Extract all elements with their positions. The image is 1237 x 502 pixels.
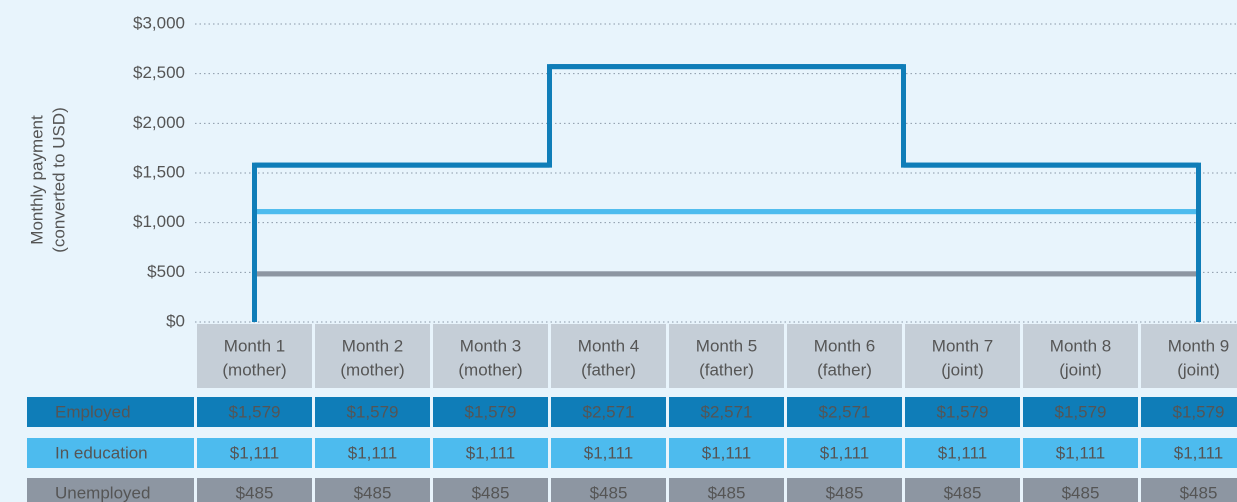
value-cell [1141,478,1237,502]
value-cell [433,478,548,502]
y-tick-label: $1,500 [133,162,185,181]
value-label: $1,111 [702,443,751,462]
value-cell [787,478,902,502]
value-cell [315,478,430,502]
value-label: $2,571 [819,402,871,421]
y-tick-label: $0 [166,311,185,330]
value-label: $1,111 [348,443,397,462]
value-label: $1,111 [1174,443,1223,462]
x-tick-label: Month 8 [1050,336,1111,355]
x-tick-sublabel: (joint) [1059,360,1102,379]
row-label-cell [27,397,194,427]
value-label: $1,111 [584,443,633,462]
category-cell [197,324,312,388]
value-label: $2,571 [701,402,753,421]
category-cell [905,324,1020,388]
value-label: $485 [590,483,628,502]
value-label: $485 [472,483,510,502]
row-label-cell [27,478,194,502]
category-cell [669,324,784,388]
value-label: $1,111 [1056,443,1105,462]
x-tick-sublabel: (father) [699,360,754,379]
value-label: $485 [236,483,274,502]
value-cell [551,397,666,427]
x-tick-label: Month 7 [932,336,993,355]
category-cell [1023,324,1138,388]
y-tick-label: $2,500 [133,63,185,82]
y-axis-title: Monthly payment [27,115,46,245]
x-tick-sublabel: (father) [817,360,872,379]
value-cell [669,397,784,427]
category-cell [787,324,902,388]
value-label: $1,111 [820,443,869,462]
value-cell [1141,438,1237,468]
x-tick-label: Month 9 [1168,336,1229,355]
value-cell [315,438,430,468]
value-cell [669,478,784,502]
value-cell [1023,478,1138,502]
value-label: $485 [1180,483,1218,502]
value-label: $1,111 [230,443,279,462]
value-cell [197,478,312,502]
value-cell [197,397,312,427]
value-cell [787,397,902,427]
category-cell [1141,324,1237,388]
x-tick-label: Month 6 [814,336,875,355]
value-cell [551,438,666,468]
value-label: $485 [826,483,864,502]
value-label: $1,579 [229,402,281,421]
x-tick-sublabel: (joint) [1177,360,1220,379]
value-cell [551,478,666,502]
value-label: $485 [354,483,392,502]
value-cell [669,438,784,468]
value-label: $1,579 [347,402,399,421]
value-cell [1141,397,1237,427]
legend-label: In education [55,443,148,462]
value-cell [905,438,1020,468]
x-tick-label: Month 1 [224,336,285,355]
category-cell [315,324,430,388]
value-cell [197,438,312,468]
value-label: $485 [944,483,982,502]
x-tick-sublabel: (mother) [340,360,404,379]
x-tick-label: Month 4 [578,336,639,355]
value-cell [433,438,548,468]
row-label-cell [27,438,194,468]
value-label: $1,111 [466,443,515,462]
value-cell [905,397,1020,427]
value-cell [1023,438,1138,468]
value-label: $1,579 [1173,402,1225,421]
value-label: $1,579 [465,402,517,421]
x-tick-sublabel: (mother) [458,360,522,379]
value-label: $1,579 [1055,402,1107,421]
category-cell [551,324,666,388]
x-tick-label: Month 5 [696,336,757,355]
value-cell [787,438,902,468]
x-tick-sublabel: (father) [581,360,636,379]
value-label: $485 [1062,483,1100,502]
x-tick-sublabel: (mother) [222,360,286,379]
value-cell [433,397,548,427]
value-cell [905,478,1020,502]
legend-label: Unemployed [55,483,150,502]
x-tick-sublabel: (joint) [941,360,984,379]
value-cell [315,397,430,427]
x-tick-label: Month 2 [342,336,403,355]
value-label: $2,571 [583,402,635,421]
y-axis-title: (converted to USD) [49,107,68,253]
y-tick-label: $500 [147,262,185,281]
value-label: $1,111 [938,443,987,462]
category-cell [433,324,548,388]
legend-label: Employed [55,402,131,421]
value-label: $485 [708,483,746,502]
value-cell [1023,397,1138,427]
y-tick-label: $1,000 [133,212,185,231]
y-tick-label: $3,000 [133,13,185,32]
y-tick-label: $2,000 [133,113,185,132]
x-tick-label: Month 3 [460,336,521,355]
value-label: $1,579 [937,402,989,421]
